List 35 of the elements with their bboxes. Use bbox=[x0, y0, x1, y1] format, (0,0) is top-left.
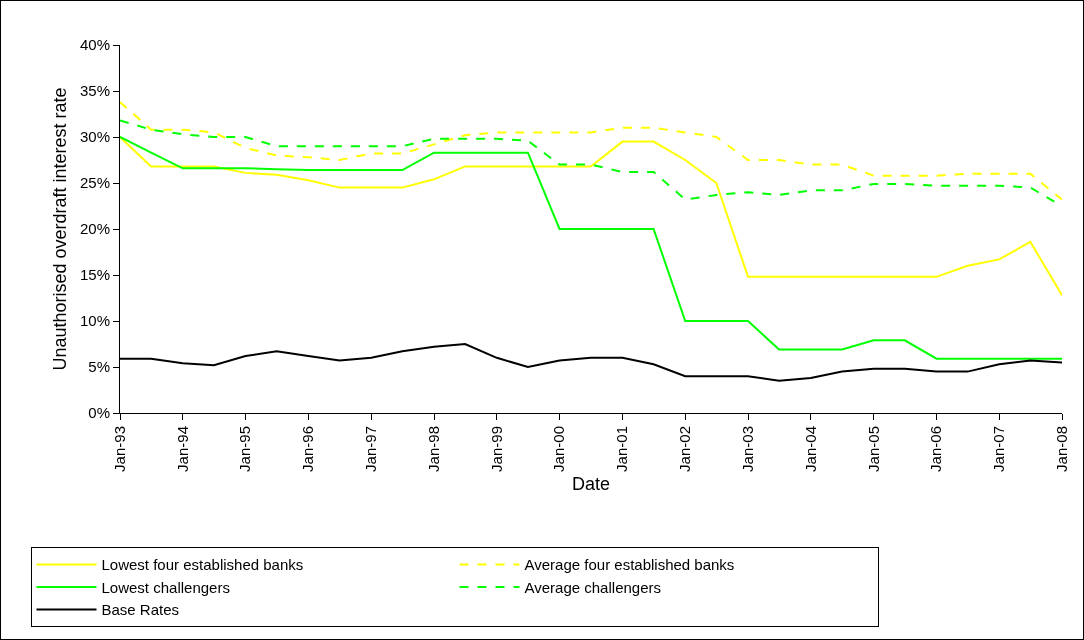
legend-label: Base Rates bbox=[101, 601, 180, 619]
y-tick-label: 30% bbox=[79, 128, 110, 146]
y-tick-label: 20% bbox=[79, 220, 110, 238]
legend-label: Lowest four established banks bbox=[101, 556, 304, 574]
x-tick-label: Jan-96 bbox=[299, 426, 317, 472]
x-tick-label: Jan-04 bbox=[801, 426, 819, 472]
x-tick-label: Jan-05 bbox=[864, 426, 882, 472]
y-tick-label: 0% bbox=[88, 404, 110, 422]
x-tick-label: Jan-01 bbox=[613, 426, 631, 472]
line-series bbox=[120, 136, 1062, 360]
legend-label: Average challengers bbox=[524, 578, 661, 596]
legend-label: Average four established banks bbox=[524, 556, 735, 574]
y-axis-title: Unauthorised overdraft interest rate bbox=[50, 87, 71, 371]
x-tick-label: Jan-06 bbox=[927, 426, 945, 472]
line-series bbox=[120, 136, 1062, 297]
x-tick-label: Jan-98 bbox=[424, 426, 442, 472]
x-tick-label: Jan-99 bbox=[487, 426, 505, 472]
x-tick-label: Jan-95 bbox=[236, 426, 254, 472]
y-tick-label: 25% bbox=[79, 174, 110, 192]
y-tick-label: 35% bbox=[79, 82, 110, 100]
x-tick-label: Jan-97 bbox=[362, 426, 380, 472]
y-tick-label: 15% bbox=[79, 266, 110, 284]
x-tick-label: Jan-93 bbox=[110, 426, 128, 472]
x-tick-label: Jan-03 bbox=[738, 426, 756, 472]
x-tick-label: Jan-00 bbox=[550, 426, 568, 472]
y-tick-label: 5% bbox=[88, 358, 110, 376]
line-series bbox=[120, 101, 1062, 201]
y-tick-label: 10% bbox=[79, 312, 110, 330]
legend-label: Lowest challengers bbox=[101, 578, 230, 596]
x-tick-label: Jan-08 bbox=[1052, 426, 1070, 472]
x-tick-label: Jan-94 bbox=[173, 426, 191, 472]
y-tick-label: 40% bbox=[79, 36, 110, 54]
x-axis-title: Date bbox=[571, 473, 611, 494]
x-tick-label: Jan-07 bbox=[990, 426, 1008, 472]
x-tick-label: Jan-02 bbox=[676, 426, 694, 472]
